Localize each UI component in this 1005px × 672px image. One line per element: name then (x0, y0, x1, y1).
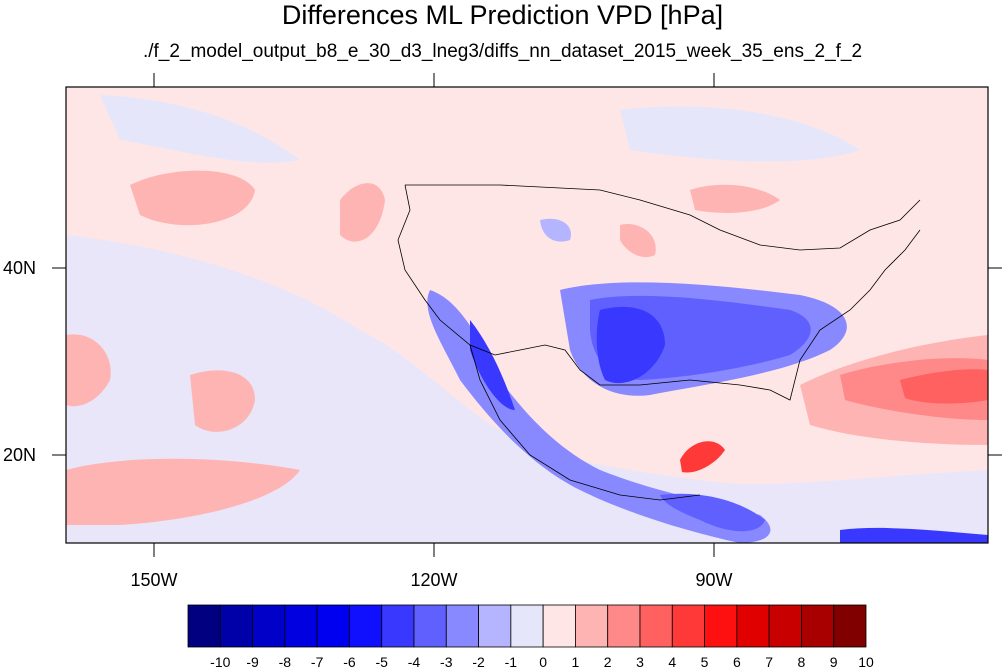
map-title: Differences ML Prediction VPD [hPa] (281, 0, 724, 30)
colorbar-swatch (349, 604, 383, 648)
map-frame (65, 86, 989, 544)
colorbar-swatch (284, 604, 318, 648)
lon-label-90w: 90W (695, 570, 733, 590)
colorbar-swatch (768, 604, 802, 648)
colorbar-swatch (445, 604, 479, 648)
colorbar-swatch (219, 604, 253, 648)
colorbar-swatch (801, 604, 835, 648)
colorbar-tick-label: -9 (246, 654, 259, 670)
colorbar-tick-label: -3 (440, 654, 453, 670)
colorbar-tick-label: 2 (603, 654, 612, 670)
colorbar-tick-label: 0 (539, 654, 548, 670)
lat-label-20n: 20N (2, 445, 36, 465)
colorbar-tick-label: 7 (765, 654, 774, 670)
map-subtitle: ./f_2_model_output_b8_e_30_d3_lneg3/diff… (142, 41, 863, 62)
colorbar-swatch (510, 604, 544, 648)
colorbar-swatch (671, 604, 705, 648)
colorbar-swatch (187, 604, 221, 648)
coastlines (397, 184, 921, 501)
colorbar-tick-label: 1 (571, 654, 580, 670)
colorbar-swatch (639, 604, 673, 648)
colorbar-tick-label: 8 (797, 654, 806, 670)
colorbar-swatch (575, 604, 609, 648)
colorbar-tick-label: -4 (407, 654, 421, 670)
lat-ticks (52, 267, 1002, 456)
lon-ticks (153, 73, 715, 557)
colorbar-swatch (316, 604, 350, 648)
colorbar-tick-label: -2 (472, 654, 485, 670)
lon-label-120w: 120W (410, 570, 458, 590)
colorbar-swatch (478, 604, 512, 648)
colorbar-tick-label: 10 (858, 654, 874, 670)
colorbar-swatch (833, 604, 867, 648)
colorbar-tick-label: -1 (504, 654, 518, 670)
colorbar-tick-label: 4 (668, 654, 677, 670)
colorbar-tick-label: 5 (700, 654, 709, 670)
colorbar-tick-label: -8 (278, 654, 292, 670)
colorbar-swatch (542, 604, 576, 648)
colorbar-tick-label: -7 (310, 654, 324, 670)
map-field (66, 87, 988, 543)
colorbar-tick-label: 3 (636, 654, 644, 670)
colorbar-swatch (736, 604, 770, 648)
colorbar-swatch (607, 604, 641, 648)
colorbar-swatch (381, 604, 415, 648)
colorbar-tick-label: -10 (210, 654, 231, 670)
colorbar-tick-label: -6 (343, 654, 356, 670)
colorbar-swatch (413, 604, 447, 648)
colorbar-tick-label: 9 (829, 654, 838, 670)
colorbar-swatch (252, 604, 286, 648)
lat-label-40n: 40N (2, 258, 36, 278)
colorbar-tick-label: 6 (732, 654, 741, 670)
colorbar-tick-label: -5 (375, 654, 388, 670)
lon-label-150w: 150W (130, 570, 178, 590)
colorbar-swatch (704, 604, 738, 648)
